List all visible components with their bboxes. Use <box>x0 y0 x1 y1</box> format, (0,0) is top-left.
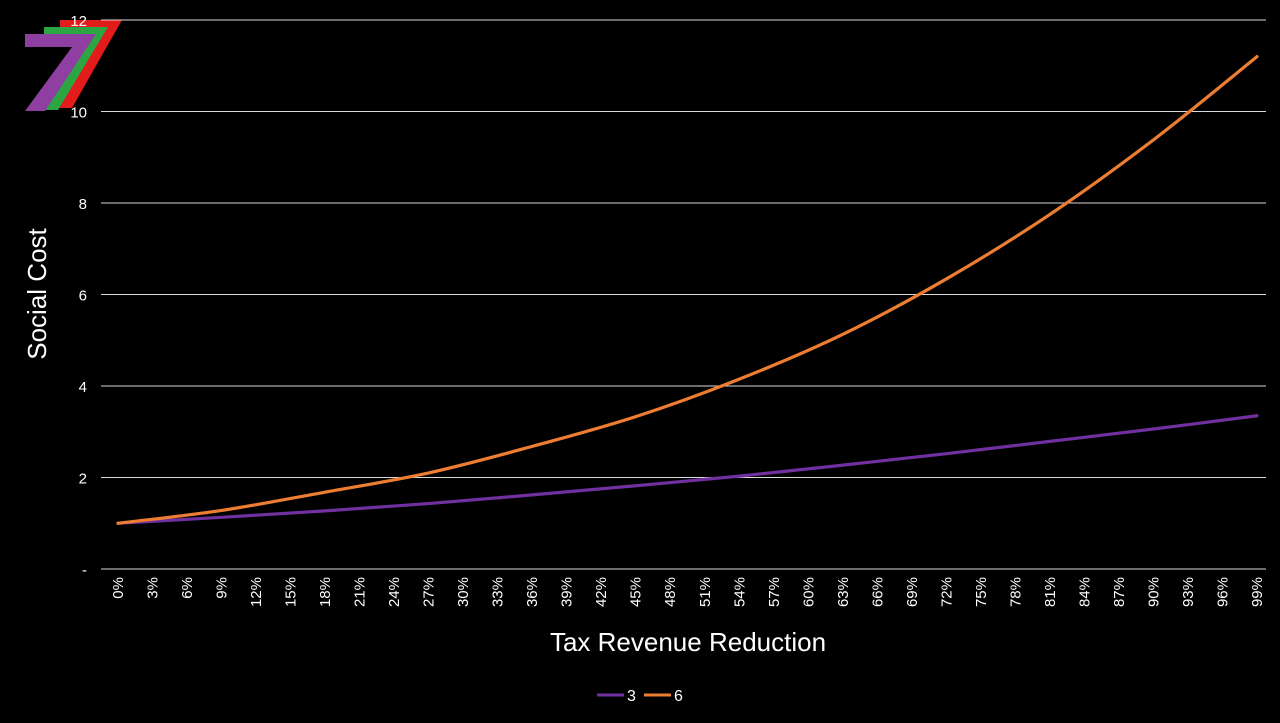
x-tick-label: 96% <box>1214 577 1231 607</box>
x-tick-label: 48% <box>662 577 679 607</box>
x-tick-label: 69% <box>904 577 921 607</box>
x-tick-label: 3% <box>145 577 162 599</box>
x-axis-title: Tax Revenue Reduction <box>550 627 826 657</box>
x-tick-label: 57% <box>766 577 783 607</box>
x-tick-label: 63% <box>835 577 852 607</box>
x-tick-label: 21% <box>352 577 369 607</box>
x-tick-label: 0% <box>110 577 127 599</box>
x-tick-label: 24% <box>386 577 403 607</box>
x-tick-label: 9% <box>214 577 231 599</box>
y-tick-label: 10 <box>70 105 87 122</box>
x-tick-label: 15% <box>283 577 300 607</box>
x-tick-label: 54% <box>731 577 748 607</box>
y-tick-label: 6 <box>79 288 87 305</box>
x-tick-label: 84% <box>1076 577 1093 607</box>
x-tick-label: 33% <box>490 577 507 607</box>
x-tick-label: 93% <box>1180 577 1197 607</box>
x-tick-label: 66% <box>869 577 886 607</box>
x-tick-label: 60% <box>800 577 817 607</box>
y-tick-label: 12 <box>70 13 87 30</box>
x-tick-label: 27% <box>421 577 438 607</box>
x-tick-label: 87% <box>1111 577 1128 607</box>
legend-label-6: 6 <box>674 688 683 705</box>
x-tick-label: 12% <box>248 577 265 607</box>
logo-7-icon <box>25 20 122 111</box>
x-tick-label: 75% <box>973 577 990 607</box>
gridlines <box>101 19 1266 570</box>
y-tick-label: - <box>82 562 87 579</box>
series-line-6 <box>116 55 1259 525</box>
x-tick-label: 78% <box>1007 577 1024 607</box>
x-tick-label: 81% <box>1042 577 1059 607</box>
y-tick-label: 8 <box>79 196 87 213</box>
x-tick-label: 39% <box>559 577 576 607</box>
x-tick-label: 6% <box>179 577 196 599</box>
series-lines <box>116 55 1259 525</box>
y-tick-label: 4 <box>79 379 87 396</box>
x-tick-label: 45% <box>628 577 645 607</box>
x-tick-label: 72% <box>938 577 955 607</box>
x-tick-label: 99% <box>1249 577 1266 607</box>
x-tick-label: 90% <box>1145 577 1162 607</box>
legend-label-3: 3 <box>627 688 636 705</box>
x-tick-label: 51% <box>697 577 714 607</box>
x-tick-label: 18% <box>317 577 334 607</box>
x-tick-label: 36% <box>524 577 541 607</box>
y-axis-ticks: - 2 4 6 8 10 12 <box>70 13 87 579</box>
x-tick-label: 42% <box>593 577 610 607</box>
series-line-3 <box>116 414 1259 525</box>
x-axis-ticks: 0% 3% 6% 9% 12% 15% 18% 21% 24% 27% 30% 33% 36% 39% 42… <box>110 577 1266 607</box>
y-axis-title: Social Cost <box>22 227 52 359</box>
y-tick-label: 2 <box>79 471 87 488</box>
x-tick-label: 30% <box>455 577 472 607</box>
